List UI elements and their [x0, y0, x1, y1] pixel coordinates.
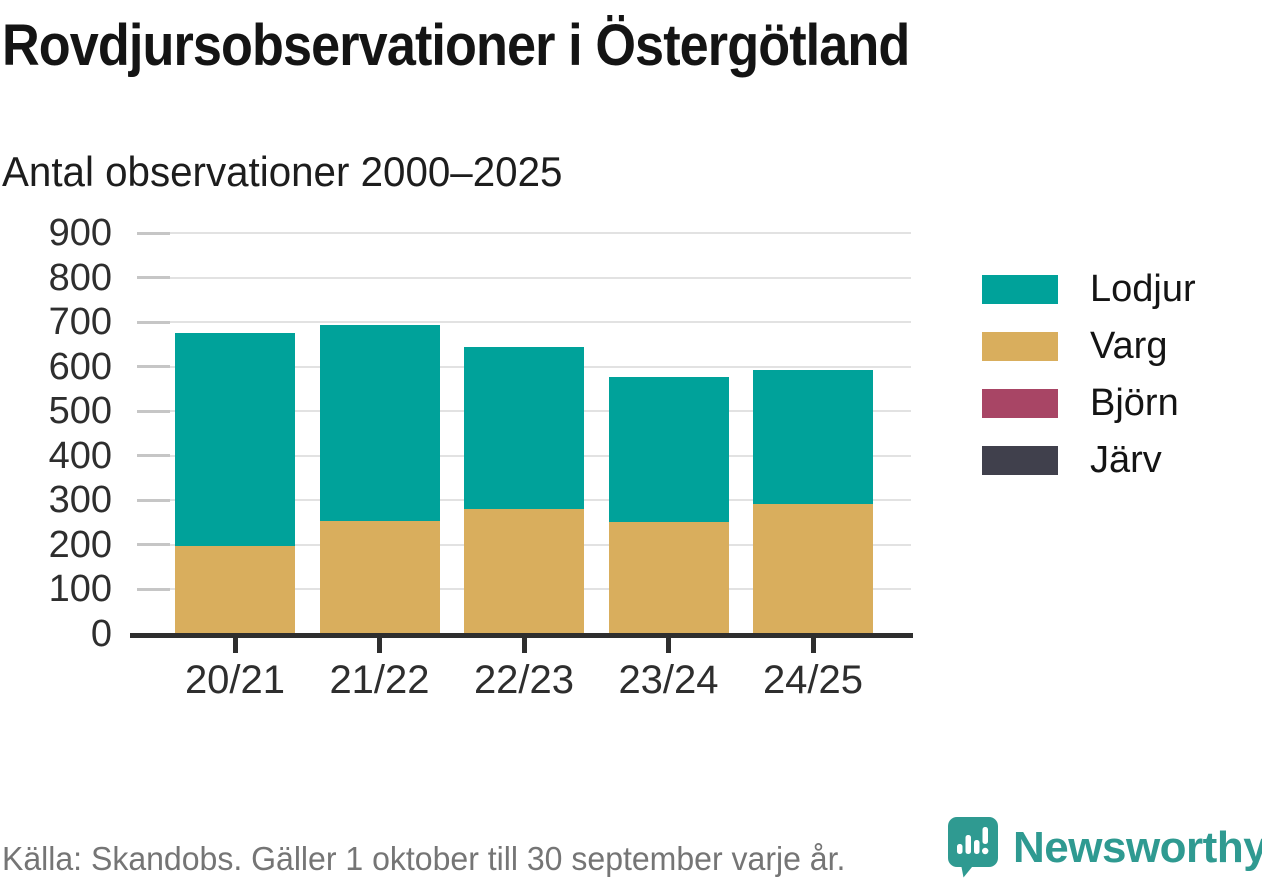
x-axis-label-24-25: 24/25 [762, 658, 864, 702]
newsworthy-logo-icon [948, 817, 998, 878]
y-axis-label-400: 400 [48, 434, 112, 477]
y-tick-900 [137, 231, 170, 235]
y-axis-label-800: 800 [48, 256, 112, 299]
bar-segment-lodjur-24-25 [753, 370, 873, 505]
legend-item-varg: Varg [982, 318, 1196, 375]
y-axis-label-600: 600 [48, 345, 112, 388]
legend-label-jarv: Järv [1090, 439, 1162, 481]
legend: Lodjur Varg Björn Järv [982, 261, 1196, 489]
x-tick-23-24 [666, 638, 671, 653]
bar-segment-lodjur-22-23 [464, 346, 584, 510]
y-tick-300 [137, 498, 170, 502]
y-axis-label-100: 100 [48, 568, 112, 611]
x-axis-line [130, 633, 913, 638]
bar-segment-lodjur-23-24 [608, 376, 729, 523]
chart-subtitle: Antal observationer 2000–2025 [2, 148, 563, 195]
bar-segment-lodjur-20-21 [175, 333, 295, 546]
x-tick-21-22 [377, 638, 382, 653]
bar-segment-varg-22-23 [464, 509, 584, 636]
legend-item-bjorn: Björn [982, 375, 1196, 432]
legend-label-bjorn: Björn [1090, 382, 1179, 424]
bar-segment-varg-24-25 [753, 504, 873, 636]
x-axis-label-23-24: 23/24 [618, 658, 719, 702]
gridline-800 [137, 276, 911, 279]
x-tick-22-23 [521, 638, 527, 653]
legend-swatch-bjorn [982, 389, 1058, 418]
x-tick-20-21 [232, 638, 238, 653]
x-axis-label-21-22: 21/22 [329, 658, 430, 702]
x-axis-label-22-23: 22/23 [473, 658, 575, 702]
y-tick-600 [137, 365, 170, 369]
legend-item-jarv: Järv [982, 432, 1196, 489]
legend-swatch-jarv [982, 446, 1058, 475]
x-tick-24-25 [810, 638, 816, 653]
bar-segment-lodjur-21-22 [319, 324, 440, 521]
newsworthy-wordmark: Newsworthy [1013, 823, 1262, 872]
y-tick-700 [137, 320, 170, 324]
legend-label-lodjur: Lodjur [1090, 268, 1196, 310]
y-axis-label-300: 300 [48, 479, 112, 522]
bar-segment-varg-20-21 [175, 545, 295, 636]
y-axis-label-0: 0 [90, 613, 112, 655]
y-axis-label-900: 900 [48, 212, 112, 254]
bar-segment-varg-21-22 [319, 520, 440, 636]
bar-segment-varg-23-24 [608, 522, 729, 636]
y-axis-label-500: 500 [48, 390, 112, 433]
legend-swatch-lodjur [982, 275, 1058, 304]
chart-title: Rovdjursobservationer i Östergötland [2, 13, 910, 78]
y-tick-800 [137, 276, 170, 280]
source-note: Källa: Skandobs. Gäller 1 oktober till 3… [2, 840, 846, 877]
legend-item-lodjur: Lodjur [982, 261, 1196, 318]
gridline-900 [137, 232, 911, 234]
legend-swatch-varg [982, 332, 1058, 361]
y-axis-label-200: 200 [48, 523, 112, 566]
x-axis-label-20-21: 20/21 [184, 658, 286, 702]
y-tick-100 [137, 587, 170, 591]
y-tick-500 [137, 409, 170, 413]
y-tick-200 [137, 543, 170, 547]
y-axis-label-700: 700 [48, 301, 112, 344]
y-tick-400 [137, 454, 170, 458]
gridline-700 [137, 321, 911, 324]
legend-label-varg: Varg [1090, 325, 1168, 367]
